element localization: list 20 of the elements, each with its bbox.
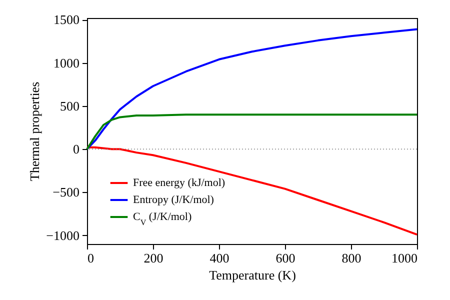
x-tick-label: 0 (88, 250, 94, 266)
y-tick-label: −500 (52, 184, 80, 200)
line-series (86, 146, 418, 236)
y-tick-label: 1500 (54, 12, 80, 28)
x-tick-label: 200 (144, 250, 164, 266)
legend-label: Free energy (kJ/mol) (133, 177, 226, 189)
y-axis-title: Thermal properties (27, 82, 42, 182)
y-tick-label: 500 (60, 98, 80, 114)
x-axis-title: Temperature (K) (209, 268, 296, 282)
legend-label: Entropy (J/K/mol) (133, 194, 214, 206)
x-tick-label: 600 (276, 250, 296, 266)
x-tick-label: 1000 (392, 250, 418, 266)
x-tick-label: 400 (210, 250, 230, 266)
y-tick-label: 1000 (54, 55, 80, 70)
x-tick-label: 800 (342, 250, 362, 266)
line-series (86, 28, 418, 150)
y-tick-label: −1000 (46, 228, 80, 243)
line-series (86, 114, 418, 150)
legend-label: C$_{V}$ (J/K/mol) (133, 211, 192, 226)
y-tick-label: 0 (73, 142, 80, 157)
